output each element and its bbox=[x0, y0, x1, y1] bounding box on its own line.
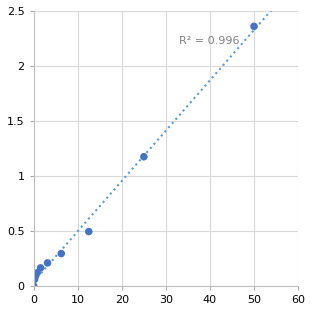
Point bbox=[59, 251, 64, 256]
Point bbox=[35, 270, 40, 275]
Point bbox=[86, 229, 91, 234]
Point bbox=[38, 266, 43, 271]
Point bbox=[32, 277, 37, 282]
Point bbox=[251, 24, 256, 29]
Point bbox=[33, 274, 38, 279]
Point bbox=[31, 284, 36, 289]
Text: R² = 0.996: R² = 0.996 bbox=[179, 36, 240, 46]
Point bbox=[141, 154, 146, 159]
Point bbox=[45, 261, 50, 266]
